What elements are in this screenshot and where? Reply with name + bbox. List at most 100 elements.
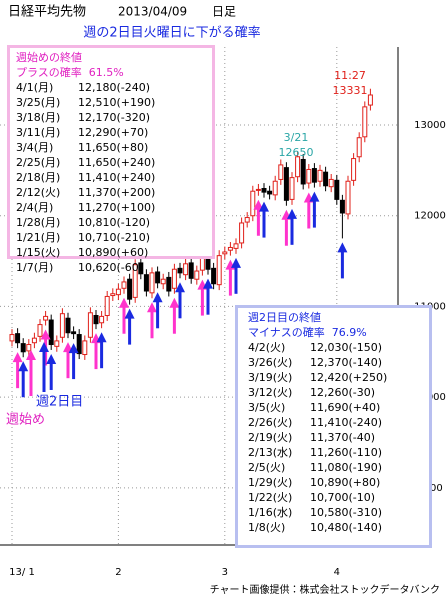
candle-body bbox=[65, 317, 71, 334]
candle-body bbox=[255, 188, 261, 191]
table-title: 週2日目の終値 bbox=[248, 311, 321, 324]
y-tick-label: 13000 bbox=[414, 120, 446, 131]
x-tick-label: 13/ 1 bbox=[9, 567, 35, 578]
date: 1/16(水) bbox=[248, 506, 293, 519]
date: 3/26(火) bbox=[248, 356, 293, 369]
arrow-head bbox=[169, 297, 180, 308]
chart-date: 2013/04/09 bbox=[118, 5, 187, 19]
date: 2/25(月) bbox=[16, 156, 61, 169]
candle-body bbox=[115, 288, 121, 296]
close-value: 12,180(-240) bbox=[78, 81, 151, 94]
table-row: 3/11(月) 12,290(+70) bbox=[16, 125, 206, 140]
close-value: 12,370(-140) bbox=[310, 356, 383, 369]
table-row: 2/12(火) 11,370(+200) bbox=[16, 185, 206, 200]
close-value: 11,270(+100) bbox=[78, 201, 156, 214]
candle-body bbox=[76, 334, 82, 355]
table-row: 3/25(月) 12,510(+190) bbox=[16, 95, 206, 110]
candle-body bbox=[261, 188, 267, 193]
candle-body bbox=[104, 295, 110, 317]
candle-body bbox=[227, 246, 233, 251]
close-value: 11,080(-190) bbox=[310, 461, 383, 474]
candle-body bbox=[155, 271, 161, 284]
date: 4/2(火) bbox=[248, 341, 286, 354]
candle-body bbox=[138, 262, 144, 275]
date: 3/18(月) bbox=[16, 111, 61, 124]
close-value: 10,890(+60) bbox=[78, 246, 149, 259]
table-row: 2/18(月) 11,410(+240) bbox=[16, 170, 206, 185]
table-row: 1/22(火) 10,700(-10) bbox=[248, 490, 423, 505]
x-tick-label: 3 bbox=[222, 567, 228, 578]
candle-body bbox=[250, 190, 256, 217]
y-tick-label: 12000 bbox=[414, 211, 446, 222]
arrow-head bbox=[152, 292, 163, 303]
arrow-head bbox=[68, 343, 79, 354]
candle-body bbox=[188, 262, 194, 279]
candle-body bbox=[233, 243, 239, 249]
table-row: 1/7(月) 10,620(-60) bbox=[16, 260, 206, 275]
arrow-head bbox=[46, 353, 57, 364]
table-row: 1/16(水) 10,580(-310) bbox=[248, 505, 423, 520]
candle-body bbox=[132, 264, 138, 298]
candle-body bbox=[323, 171, 329, 187]
arrow-head bbox=[175, 282, 185, 293]
arrow-head bbox=[18, 361, 29, 372]
date: 1/8(火) bbox=[248, 521, 286, 534]
marks bbox=[9, 88, 373, 398]
table-row: 4/1(月) 12,180(-240) bbox=[16, 80, 206, 95]
candle-body bbox=[48, 319, 54, 346]
candle-body bbox=[127, 278, 133, 300]
table-row: 3/4(月) 11,650(+80) bbox=[16, 140, 206, 155]
close-value: 12,290(+70) bbox=[78, 126, 149, 139]
arrow-head bbox=[259, 201, 269, 212]
chart-subtitle: 週の2日目火曜日に下がる確率 bbox=[83, 25, 260, 41]
candle-body bbox=[311, 168, 317, 183]
table-row: 4/2(火) 12,030(-150) bbox=[248, 340, 423, 355]
close-value: 11,370(+200) bbox=[78, 186, 156, 199]
candle-body bbox=[283, 167, 289, 201]
close-value: 11,650(+80) bbox=[78, 141, 149, 154]
candle-body bbox=[9, 334, 15, 342]
arrow-head bbox=[231, 257, 241, 268]
candle-body bbox=[20, 343, 26, 353]
date: 2/18(月) bbox=[16, 171, 61, 184]
annotation-value: 12650 bbox=[279, 146, 314, 159]
close-value: 10,810(-120) bbox=[78, 216, 151, 229]
rate-value: 76.9% bbox=[331, 326, 367, 339]
candle-body bbox=[272, 180, 278, 196]
table-row: 3/26(火) 12,370(-140) bbox=[248, 355, 423, 370]
annotation-value: 13331 bbox=[333, 84, 368, 97]
candle-body bbox=[367, 94, 373, 106]
table-row: 1/28(月) 10,810(-120) bbox=[16, 215, 206, 230]
rate-value: 61.5% bbox=[88, 66, 124, 79]
legend-arrow bbox=[39, 342, 49, 352]
candle-body bbox=[82, 340, 88, 356]
date: 2/5(火) bbox=[248, 461, 286, 474]
table-row: 1/15(火) 10,890(+60) bbox=[16, 245, 206, 260]
candle-body bbox=[121, 281, 127, 289]
candle-body bbox=[216, 255, 222, 286]
close-value: 12,170(-320) bbox=[78, 111, 151, 124]
arrow-head bbox=[40, 329, 51, 340]
date: 1/7(月) bbox=[16, 261, 54, 274]
legend-label: 週2日目 bbox=[36, 395, 83, 410]
close-value: 11,690(+40) bbox=[310, 401, 381, 414]
candle-body bbox=[26, 344, 32, 352]
close-value: 11,410(+240) bbox=[78, 171, 156, 184]
date: 3/19(火) bbox=[248, 371, 293, 384]
candle-body bbox=[143, 274, 149, 292]
candle-body bbox=[71, 331, 77, 335]
table-row: 3/19(火) 12,420(+250) bbox=[248, 370, 423, 385]
close-value: 10,700(-10) bbox=[310, 491, 376, 504]
arrow-head bbox=[147, 302, 157, 313]
annotation-label: 11:27 bbox=[334, 69, 366, 82]
x-tick-label: 4 bbox=[334, 567, 340, 578]
candle-body bbox=[339, 199, 345, 214]
footer: チャート画像提供：株式会社ストックデータバンク bbox=[210, 583, 440, 596]
close-value: 10,890(+80) bbox=[310, 476, 381, 489]
candle-body bbox=[222, 251, 228, 255]
candle-body bbox=[166, 276, 172, 292]
candle-body bbox=[43, 315, 49, 321]
table-second-day: 週2日目の終値 マイナスの確率 76.9% 4/2(火) 12,030(-150)… bbox=[235, 305, 432, 548]
